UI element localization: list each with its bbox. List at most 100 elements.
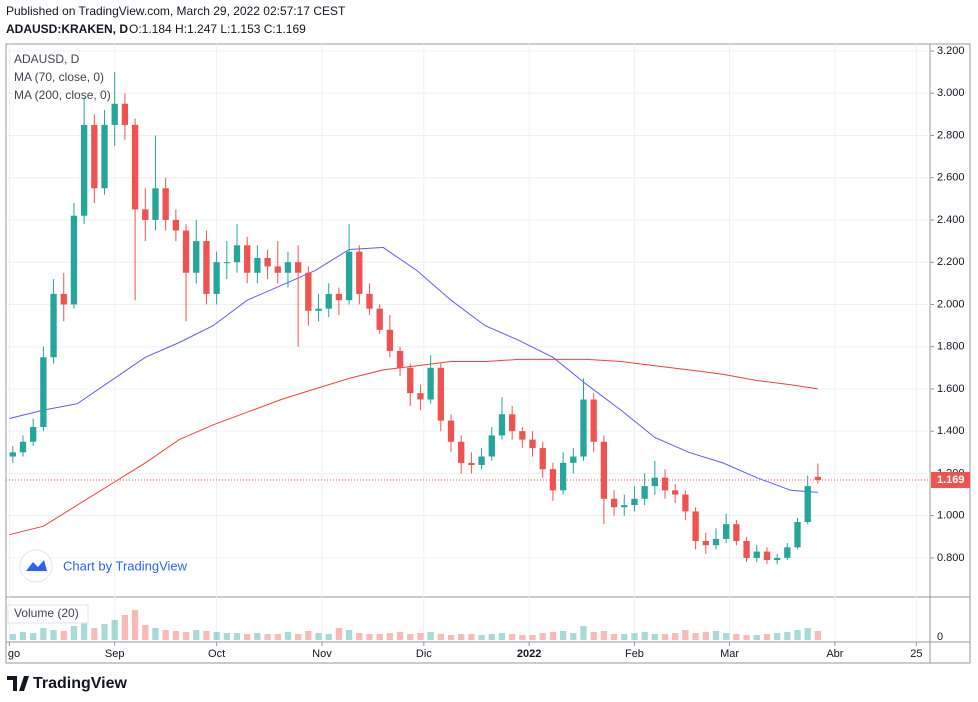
volume-bar <box>172 631 180 640</box>
volume-bar <box>417 633 424 640</box>
candle-body <box>804 486 811 523</box>
volume-bar <box>580 626 587 640</box>
volume-bar <box>254 633 261 640</box>
candle-body <box>274 266 281 273</box>
volume-bar <box>131 610 139 640</box>
volume-bar <box>600 631 608 640</box>
volume-bar <box>305 631 312 640</box>
volume-bar <box>743 635 750 640</box>
volume-bar <box>203 631 210 640</box>
volume-bar <box>753 635 760 640</box>
candle-body <box>356 251 363 294</box>
candle-body <box>60 293 67 305</box>
candle-body <box>366 293 373 309</box>
volume-bar <box>60 631 67 640</box>
volume-bar <box>345 630 353 640</box>
x-tick-label: Abr <box>826 648 843 660</box>
volume-bar <box>91 628 98 640</box>
volume-bar <box>621 634 628 640</box>
candle-body <box>702 541 709 546</box>
x-tick-label: Nov <box>312 648 332 660</box>
volume-bar <box>396 632 404 640</box>
volume-bar <box>723 633 730 640</box>
candle-body <box>478 456 485 465</box>
volume-bar <box>509 634 516 640</box>
volume-bar <box>692 633 699 640</box>
candle-body <box>203 241 210 294</box>
volume-legend: Volume (20) <box>14 606 79 620</box>
moving-average-line <box>9 246 818 493</box>
candle-body <box>743 541 750 558</box>
candle-body <box>50 293 57 358</box>
y-tick-label: 3.200 <box>937 45 965 57</box>
volume-bar <box>19 632 27 640</box>
volume-bar <box>121 615 129 640</box>
candle-body <box>641 486 648 499</box>
y-tick-label: 2.400 <box>937 214 965 226</box>
chart-frame <box>5 43 971 664</box>
candle-body <box>376 308 383 330</box>
candle-body <box>570 456 577 463</box>
candle-body <box>19 441 27 453</box>
volume-bar <box>294 634 302 640</box>
candle-body <box>763 551 771 561</box>
candle-body <box>509 414 516 432</box>
candle-body <box>345 251 353 301</box>
candle-body <box>529 439 536 449</box>
candle-body <box>30 426 37 442</box>
candle-body <box>458 441 465 463</box>
volume-bar <box>223 633 230 640</box>
volume-bar <box>733 634 740 640</box>
volume-bar <box>193 630 200 640</box>
x-tick-label: Oct <box>208 648 225 660</box>
volume-bar <box>651 634 658 640</box>
candle-body <box>672 490 679 495</box>
volume-bar <box>101 624 108 640</box>
y-tick-label: 1.000 <box>937 510 965 522</box>
candle-body <box>447 420 455 442</box>
volume-bar <box>315 633 322 640</box>
volume-bar <box>213 632 220 640</box>
watermark-icon <box>26 560 47 571</box>
candle-body <box>519 431 526 440</box>
y-tick-label: 3.000 <box>937 87 965 99</box>
candle-body <box>213 262 220 294</box>
volume-bar <box>152 628 159 640</box>
volume-bar <box>539 633 546 640</box>
legend-entry: MA (70, close, 0) <box>14 70 104 84</box>
volume-bar <box>40 628 47 640</box>
symbol: ADAUSD:KRAKEN, D <box>6 22 128 36</box>
candle-body <box>193 241 200 273</box>
candle-body <box>814 476 822 480</box>
candle-body <box>9 452 16 457</box>
volume-bar <box>570 633 577 640</box>
candle-body <box>498 414 506 436</box>
volume-bar <box>488 634 495 640</box>
candle-body <box>407 367 414 394</box>
candle-body <box>631 498 638 506</box>
volume-bar <box>458 634 465 640</box>
volume-bar <box>447 635 455 640</box>
candle-body <box>559 462 567 491</box>
volume-bar <box>529 635 536 640</box>
volume-bar <box>30 633 37 640</box>
candle-body <box>580 399 587 457</box>
volume-bar <box>325 634 332 640</box>
y-tick-label: 1.400 <box>937 425 965 437</box>
volume-bar <box>233 633 241 640</box>
volume-bar <box>794 630 801 640</box>
last-price-tag <box>931 471 970 488</box>
x-tick-label: Mar <box>720 648 739 660</box>
candle-body <box>162 188 169 220</box>
y-tick-label: 0.800 <box>937 552 965 564</box>
candle-body <box>244 245 251 273</box>
volume-bar <box>784 632 791 640</box>
moving-average-line <box>9 358 818 536</box>
candle-body <box>773 557 781 561</box>
volume-bar <box>182 632 190 640</box>
volume-bar <box>50 630 57 640</box>
candle-body <box>335 293 343 301</box>
volume-bar <box>814 631 822 640</box>
candle-body <box>488 435 495 457</box>
candle-body <box>427 367 434 400</box>
